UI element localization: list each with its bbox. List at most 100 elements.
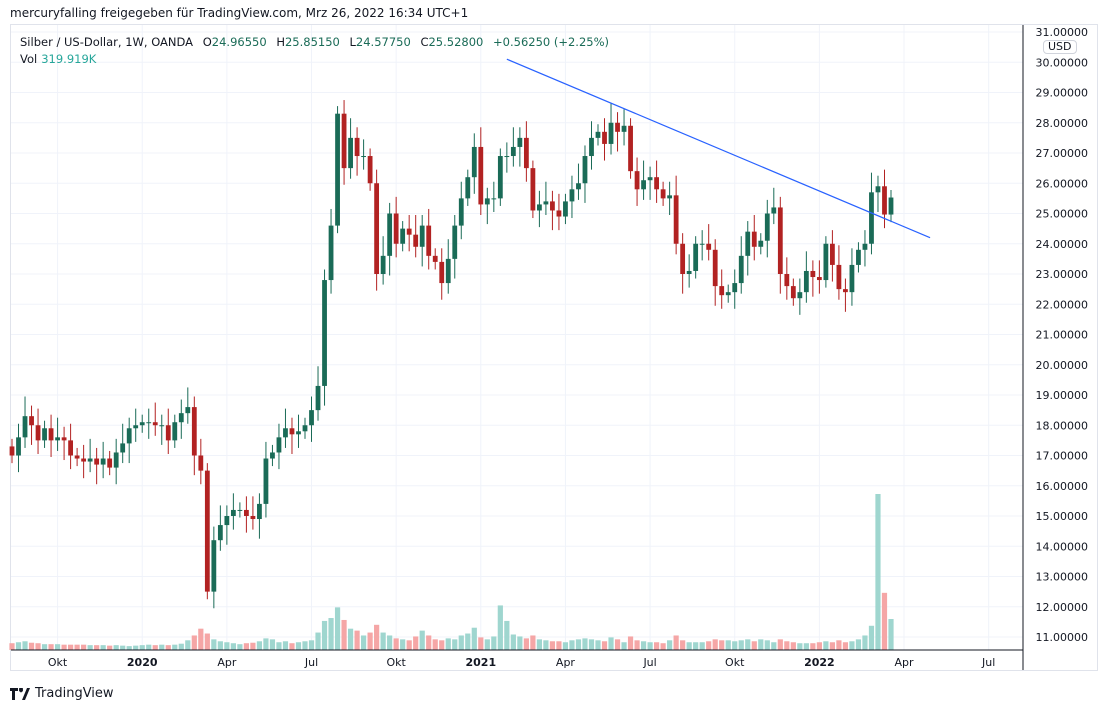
candle-body (458, 198, 464, 226)
time-tick-label: Jul (981, 656, 995, 669)
volume-bar (191, 635, 197, 650)
price-tick-label: 26.00000 (1036, 177, 1089, 190)
volume-bar (237, 644, 243, 650)
tradingview-logo[interactable]: TradingView (10, 686, 114, 701)
price-tick-label: 25.00000 (1036, 208, 1089, 221)
volume-bar (120, 645, 126, 650)
volume-bar (517, 636, 523, 650)
candle-body (393, 213, 399, 244)
volume-bar (224, 642, 230, 650)
volume-bar (354, 630, 360, 650)
close-label: C (420, 35, 429, 49)
volume-bar (100, 645, 106, 650)
candle-body (146, 422, 152, 424)
candle-body (276, 437, 282, 453)
volume-bar (35, 643, 41, 650)
candle-body (484, 198, 490, 205)
chart-legend: Silber / US-Dollar, 1W, OANDA O24.96550 … (20, 34, 609, 68)
volume-bar (15, 642, 22, 650)
candle-body (510, 146, 516, 157)
price-tick-label: 16.00000 (1036, 480, 1089, 493)
volume-bar (295, 642, 302, 650)
candle-body (719, 286, 725, 296)
volume-bar (680, 640, 686, 650)
high-value: 25.85150 (284, 35, 340, 49)
candle-body (530, 168, 536, 211)
price-tick-label: 31.00000 (1036, 26, 1089, 39)
volume-bar (725, 640, 731, 650)
volume-bar (777, 639, 783, 650)
candle-body (497, 156, 503, 199)
volume-bar (211, 639, 217, 650)
candle-body (869, 192, 874, 244)
volume-bar (308, 640, 315, 650)
candle-body (413, 234, 419, 247)
volume-bar (491, 636, 497, 650)
volume-bar (419, 630, 425, 650)
volume-bar (667, 640, 673, 650)
candle-body (244, 509, 249, 516)
price-tick-label: 23.00000 (1036, 268, 1089, 281)
volume-bar (888, 619, 894, 650)
volume-bar (582, 638, 588, 650)
time-tick-label: Apr (217, 656, 237, 669)
volume-bar (347, 628, 354, 650)
candle-body (211, 540, 217, 592)
candle-body (289, 428, 295, 435)
volume-bar (302, 641, 308, 650)
volume-bar (556, 641, 562, 650)
volume-bar (328, 618, 334, 650)
high-label: H (276, 35, 285, 49)
candle-body (159, 425, 165, 427)
volume-bar (829, 642, 835, 650)
candle-body (751, 231, 757, 247)
volume-bar (693, 642, 699, 650)
volume-bar (699, 642, 705, 650)
volume-bar (803, 643, 809, 650)
volume-bar (413, 636, 419, 650)
symbol-title[interactable]: Silber / US-Dollar, 1W, OANDA (20, 35, 194, 49)
candle-body (647, 177, 653, 181)
candle-body (595, 131, 601, 138)
price-tick-label: 27.00000 (1036, 147, 1089, 160)
volume-label[interactable]: Vol (20, 52, 38, 66)
candle-body (797, 292, 803, 299)
price-tick-label: 28.00000 (1036, 117, 1089, 130)
volume-bar (836, 640, 842, 650)
price-tick-label: 11.00000 (1036, 631, 1089, 644)
volume-bar (445, 638, 451, 650)
candle-body (68, 440, 73, 456)
time-tick-label: Apr (895, 656, 915, 669)
candle-body (204, 470, 210, 592)
candle-body (257, 503, 262, 520)
volume-bar (68, 644, 74, 650)
candle-body (361, 156, 366, 158)
candle-body (738, 255, 744, 284)
low-label: L (349, 35, 356, 49)
candle-body (22, 416, 28, 438)
volume-bar (217, 641, 223, 650)
time-tick-label: 2020 (127, 656, 158, 669)
price-tick-label: 21.00000 (1036, 329, 1089, 342)
candle-body (556, 210, 562, 217)
currency-badge[interactable]: USD (1043, 40, 1077, 54)
time-tick-label: Apr (556, 656, 576, 669)
volume-bar (471, 627, 477, 650)
candle-body (569, 189, 575, 202)
time-tick-label: Jul (642, 656, 656, 669)
candle-body (237, 509, 243, 511)
candle-body (81, 458, 87, 462)
volume-bar (562, 642, 569, 650)
candle-body (888, 197, 894, 215)
candle-body (250, 516, 256, 520)
volume-bar (113, 645, 119, 650)
candle-body (628, 125, 633, 172)
volume-bar (823, 641, 829, 650)
volume-bar (48, 644, 54, 650)
time-tick-label: Jul (304, 656, 318, 669)
volume-bar (686, 642, 692, 650)
volume-bar (875, 494, 881, 650)
volume-bar (621, 642, 627, 650)
candle-body (491, 198, 497, 200)
